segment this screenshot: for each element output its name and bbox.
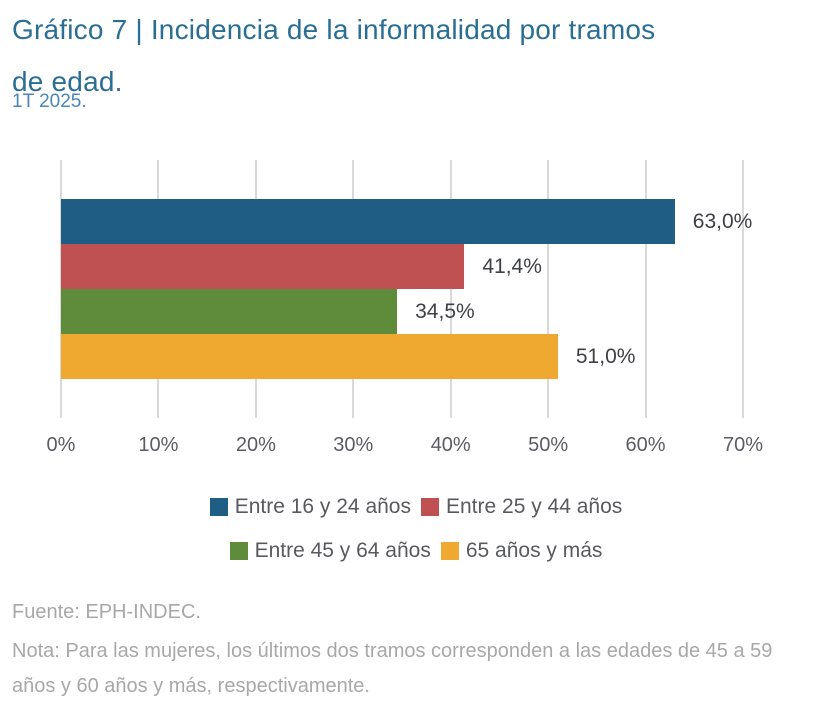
bar-entre-45-y-64-años: [61, 289, 398, 334]
legend-row: Entre 16 y 24 años Entre 25 y 44 años: [209, 495, 622, 519]
legend-item: Entre 16 y 24 años: [209, 495, 411, 519]
bar-entre-16-y-24-años: [61, 199, 675, 244]
bar-value-label: 34,5%: [415, 300, 475, 323]
x-tick-label: 40%: [430, 434, 471, 456]
x-tick-label: 20%: [235, 434, 276, 456]
x-tick-label: 70%: [722, 434, 764, 456]
legend-swatch: [440, 542, 459, 560]
legend-row: Entre 45 y 64 años 65 años y más: [229, 539, 603, 563]
bars-container: 63,0% 41,4% 34,5% 51,0%: [61, 199, 752, 379]
x-axis: 0% 10% 20% 30% 40% 50% 60% 70%: [47, 434, 763, 462]
chart-subtitle: 1T 2025.: [12, 91, 87, 112]
legend-label: 65 años y más: [465, 539, 603, 562]
legend: Entre 16 y 24 años Entre 25 y 44 años Entr…: [0, 495, 832, 563]
x-tick-label: 50%: [528, 434, 569, 456]
legend-item: Entre 45 y 64 años: [229, 539, 431, 563]
gridline: [449, 160, 452, 418]
x-tick-label: 10%: [138, 434, 179, 456]
legend-swatch: [209, 498, 228, 516]
legend-item: 65 años y más: [440, 539, 603, 563]
source-note: Fuente: EPH-INDEC.: [12, 601, 201, 623]
legend-label: Entre 16 y 24 años: [234, 495, 411, 518]
bar-row: 41,4%: [61, 244, 743, 289]
plot-area: 63,0% 41,4% 34,5% 51,0%: [60, 160, 752, 418]
bar-entre-25-y-44-años: [61, 244, 465, 289]
bar-value-label: 51,0%: [575, 345, 636, 368]
legend-item: Entre 25 y 44 años: [421, 495, 622, 519]
methodology-note: Nota: Para las mujeres, los últimos dos …: [12, 640, 773, 697]
legend-swatch: [421, 498, 439, 516]
gridline: [547, 160, 550, 418]
bar-65-años-y-más: [61, 334, 558, 379]
legend-label: Entre 45 y 64 años: [254, 539, 431, 562]
chart-title: Gráfico 7 | Incidencia de la informalida…: [12, 4, 824, 108]
bar-row: 63,0%: [61, 199, 752, 244]
bar-row: 51,0%: [61, 334, 743, 379]
bar-row: 34,5%: [61, 289, 743, 334]
chart-title-line1: Gráfico 7 | Incidencia de la informalida…: [12, 14, 656, 45]
legend-swatch: [229, 542, 248, 560]
bar-value-label: 41,4%: [482, 255, 542, 278]
bar-value-label: 63,0%: [692, 210, 753, 233]
x-tick-label: 60%: [625, 434, 666, 456]
gridline: [644, 160, 647, 418]
gridline: [742, 160, 744, 418]
x-tick-label: 0%: [46, 434, 76, 456]
legend-label: Entre 25 y 44 años: [446, 495, 623, 518]
chart-title-line2: de edad.: [12, 66, 123, 97]
x-tick-label: 30%: [333, 434, 374, 456]
footer: Fuente: EPH-INDEC. Nota: Para las mujere…: [12, 597, 812, 704]
